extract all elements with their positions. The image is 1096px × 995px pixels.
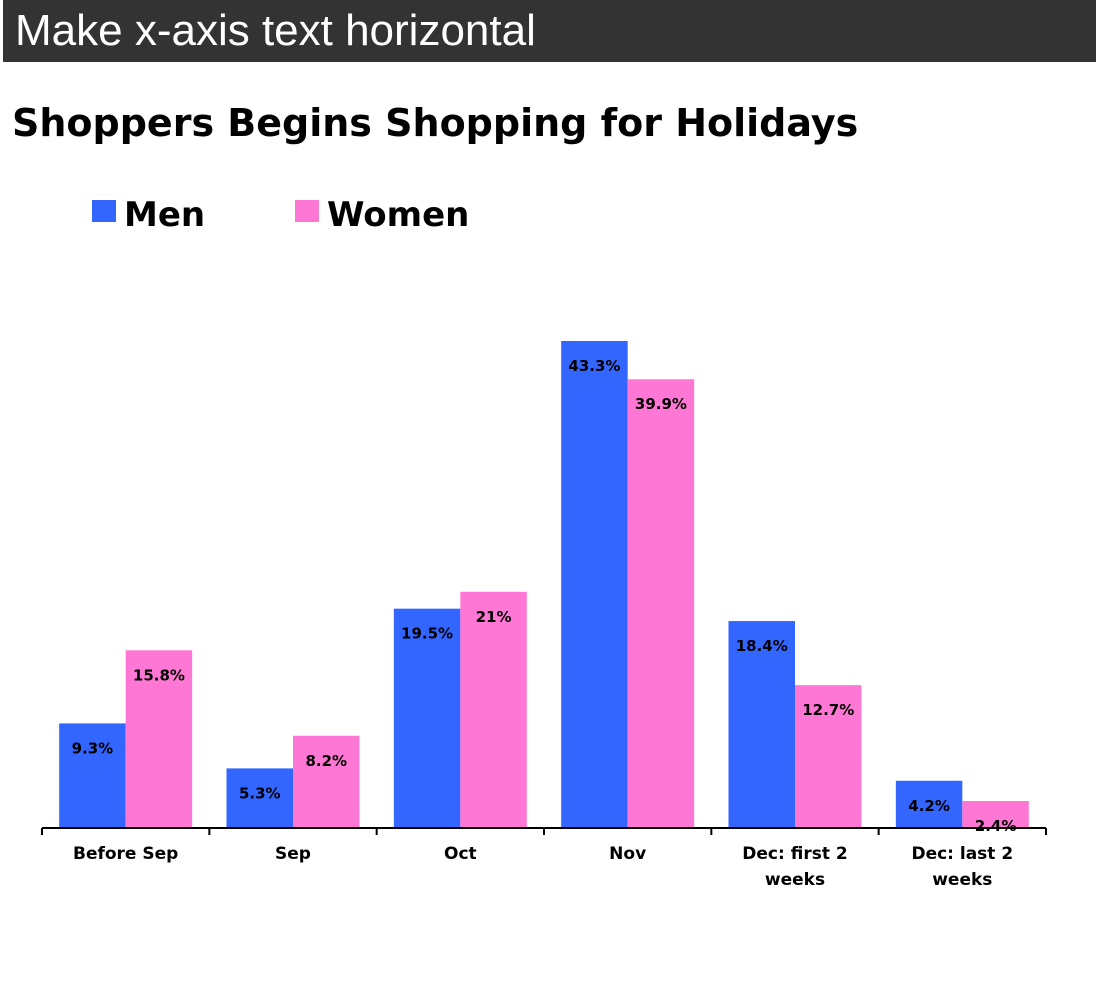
bar (59, 723, 126, 828)
bar (728, 621, 795, 828)
legend-swatch (92, 200, 116, 222)
bar (627, 379, 695, 828)
value-label: 19.5% (401, 625, 453, 643)
x-tick-label: Dec: last 2 weeks (911, 844, 1014, 890)
value-label: 2.4% (975, 817, 1017, 835)
value-label: 12.7% (802, 701, 854, 719)
value-label: 5.3% (239, 784, 281, 802)
bar (293, 735, 360, 828)
value-label: 43.3% (568, 357, 620, 375)
header-bar: Make x-axis text horizontal (3, 0, 1096, 62)
x-tick-label: Before Sep (72, 844, 179, 864)
x-tick-label: Dec: first 2 weeks (742, 844, 848, 890)
chart-title: Shoppers Begins Shopping for Holidays (12, 101, 858, 145)
bar (795, 685, 862, 828)
bar (393, 608, 461, 828)
value-label: 39.9% (635, 395, 687, 413)
bar (125, 650, 193, 828)
x-tick-label: Sep (275, 844, 311, 864)
header-title: Make x-axis text horizontal (15, 6, 536, 55)
value-label: 21% (476, 608, 512, 626)
bar (561, 341, 628, 828)
x-tick-label: Oct (444, 844, 477, 864)
legend-label: Women (327, 195, 469, 235)
bar (962, 801, 1029, 828)
bar (460, 591, 527, 828)
legend-swatch (295, 200, 319, 222)
bar (226, 768, 293, 828)
bar (895, 780, 963, 828)
legend-label: Men (124, 195, 205, 235)
value-label: 18.4% (736, 637, 788, 655)
value-label: 15.8% (133, 666, 185, 684)
value-label: 4.2% (908, 797, 950, 815)
value-label: 9.3% (72, 739, 114, 757)
value-label: 8.2% (305, 752, 347, 770)
x-tick-label: Nov (609, 844, 647, 864)
